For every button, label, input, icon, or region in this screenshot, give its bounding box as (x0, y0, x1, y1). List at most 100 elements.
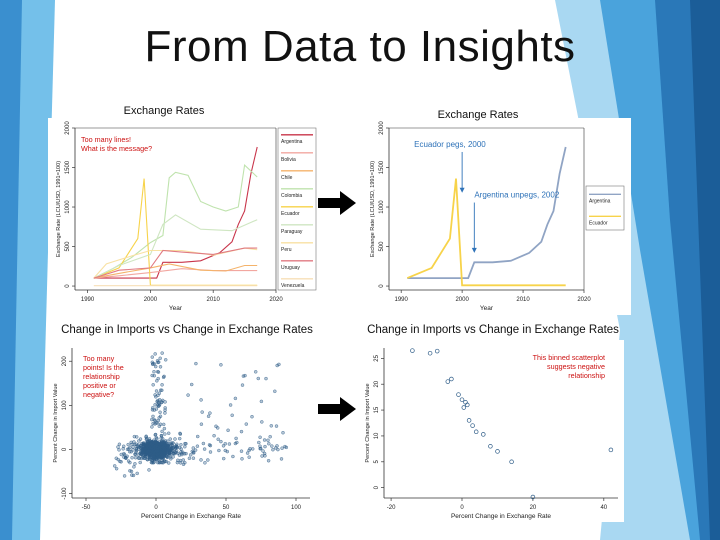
scatter-point (177, 445, 182, 450)
scatter-point (223, 441, 228, 446)
scatter-point (156, 393, 160, 397)
series-line-uruguay (93, 247, 258, 279)
annotation-line: What is the message? (81, 144, 152, 153)
scatter-point (175, 445, 179, 450)
scatter-point (131, 448, 135, 452)
annotation-ecuador: Ecuador pegs, 2000 (414, 140, 486, 149)
scatter-point (275, 363, 279, 368)
legend-label-argentina: Argentina (589, 198, 611, 204)
scatter-point (117, 448, 121, 452)
y-tick-label: 0 (374, 485, 380, 489)
scatter-point (160, 436, 165, 441)
scatter-point (260, 454, 264, 458)
scatter-point (158, 356, 162, 360)
series-line-chile (93, 263, 258, 279)
binned-point (461, 405, 467, 410)
scatter-point (191, 450, 196, 455)
x-axis-label: Percent Change in Exchange Rate (141, 513, 241, 520)
scatter-point (130, 473, 134, 477)
scatter-point (143, 456, 147, 460)
scatter-point (126, 442, 130, 447)
scatter-point (158, 422, 163, 427)
scatter-point (161, 460, 165, 465)
scatter-point (239, 449, 244, 453)
scatter-point (156, 447, 160, 452)
scatter-point (153, 422, 157, 426)
x-tick-label: 2010 (207, 297, 221, 303)
scatter-point (140, 452, 144, 457)
scatter-point (203, 461, 207, 465)
scatter-point (160, 388, 164, 392)
scatter-point (167, 447, 171, 452)
annotation-text: This binned scatterplot suggests negative… (533, 353, 605, 380)
scatter-point (219, 363, 223, 367)
y-tick-label: 1500 (379, 160, 385, 174)
scatter-point (181, 462, 186, 467)
scatter-point (266, 438, 270, 443)
scatter-point (132, 440, 136, 444)
binned-point (509, 459, 514, 465)
scatter-point (256, 376, 261, 381)
scatter-point (217, 448, 221, 453)
scatter-point (150, 425, 154, 429)
scatter-point (258, 446, 262, 451)
scatter-point (138, 437, 143, 441)
scatter-point (166, 431, 171, 436)
y-axis-label: Exchange Rate (LCU/USD, 1991=100) (56, 161, 62, 257)
scatter-point (146, 445, 151, 450)
y-tick-label: 25 (374, 354, 380, 361)
chart2-title: Exchange Rates (437, 109, 519, 121)
scatter-point (152, 408, 157, 412)
x-tick-label: 2010 (516, 297, 530, 303)
scatter-point (194, 361, 198, 366)
scatter-point (266, 458, 271, 463)
scatter-point (178, 431, 182, 436)
scatter-point (257, 440, 261, 445)
scatter-point (156, 376, 160, 381)
x-tick-label: -50 (82, 505, 91, 511)
scatter-point (150, 459, 155, 464)
scatter-point (129, 440, 133, 445)
scatter-point (184, 441, 188, 446)
legend-label-venezuela: Venezuela (281, 283, 305, 289)
scatter-point (262, 451, 267, 456)
deco-shape-deep (690, 0, 720, 540)
scatter-point (270, 444, 274, 448)
scatter-point (151, 383, 155, 387)
x-tick-label: 0 (460, 505, 464, 511)
scatter-point (230, 413, 234, 418)
annotation-line: Too many (83, 354, 115, 363)
scatter-point (153, 393, 157, 397)
scatter-point (147, 468, 151, 472)
scatter-point (219, 439, 223, 444)
y-axis-label: Percent Change in Import Value (53, 383, 59, 462)
chart3-panel: -50 0 50 100 -100 0 100 200 Percent Change in Ex… (52, 340, 317, 522)
scatter-point (163, 439, 168, 443)
y-tick-label: 2000 (379, 121, 385, 135)
legend-label-paraguay: Paraguay (281, 229, 303, 235)
scatter-point (227, 442, 232, 446)
scatter-point (184, 451, 188, 456)
chart4-svg: -20 0 20 40 0 5 10 15 20 25 Percent Change in Exch… (365, 348, 618, 520)
scatter-point (275, 444, 279, 448)
scatter-point (191, 456, 196, 460)
scatter-point (119, 452, 124, 457)
scatter-point (179, 442, 183, 447)
scatter-point (116, 445, 120, 449)
scatter-point (145, 457, 150, 462)
scatter-point (163, 358, 168, 362)
scatter-point (283, 444, 287, 449)
y-tick-label: -100 (62, 487, 68, 500)
binned-point (488, 444, 493, 449)
scatter-point (260, 420, 264, 424)
scatter-point (136, 456, 141, 460)
annotation-line: points! Is the (83, 363, 124, 372)
scatter-point (158, 410, 162, 415)
scatter-point (160, 398, 165, 403)
scatter-point (161, 375, 166, 379)
scatter-point (221, 456, 226, 461)
scatter-point (160, 429, 164, 434)
scatter-point (143, 444, 148, 448)
scatter-point (160, 351, 164, 355)
scatter-point (161, 422, 166, 427)
